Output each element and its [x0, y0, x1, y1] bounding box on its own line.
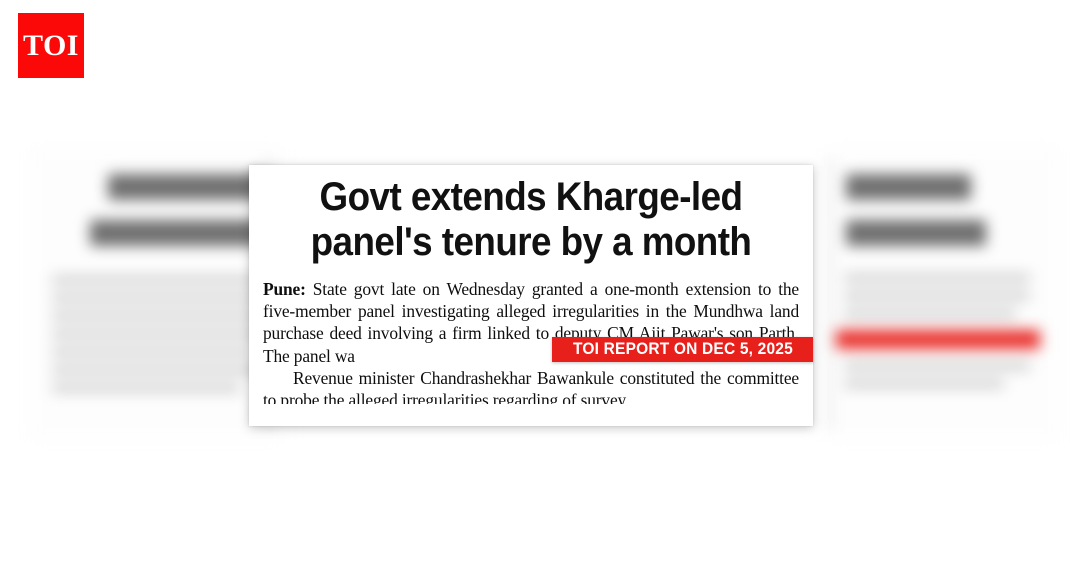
blurred-headline-band: [108, 174, 268, 200]
blurred-headline-band: [90, 220, 268, 246]
blurred-text-line: [52, 276, 264, 284]
report-date-badge-label: TOI REPORT ON DEC 5, 2025: [572, 340, 793, 359]
article-paragraph-2: Revenue minister Chandrashekhar Bawankul…: [263, 367, 799, 411]
article-headline: Govt extends Kharge-led panel's tenure b…: [272, 175, 791, 265]
blurred-text-line: [844, 274, 1030, 282]
blurred-text-line: [52, 366, 264, 374]
blurred-red-badge-band: [836, 330, 1040, 349]
newspaper-clipping: Govt extends Kharge-led panel's tenure b…: [249, 165, 813, 426]
blurred-text-line: [844, 310, 1016, 318]
article-dateline: Pune:: [263, 279, 306, 299]
headline-line-1: Govt extends Kharge-led: [319, 175, 743, 219]
blurred-headline-band: [846, 174, 971, 200]
clipping-content: Govt extends Kharge-led panel's tenure b…: [249, 165, 813, 426]
blurred-text-line: [52, 384, 240, 392]
background-clipping-left: [30, 148, 285, 440]
blurred-text-line: [52, 294, 264, 302]
blurred-text-line: [52, 330, 264, 338]
blurred-text-line: [52, 312, 258, 320]
blurred-text-line: [844, 380, 1004, 388]
blurred-column-rule: [828, 158, 831, 430]
blurred-headline-band: [846, 220, 986, 246]
blurred-text-line: [844, 362, 1030, 370]
background-clipping-right: [828, 148, 1060, 440]
toi-logo-text: TOI: [23, 28, 79, 62]
toi-logo: TOI: [18, 13, 84, 78]
blurred-text-line: [844, 292, 1030, 300]
headline-line-2: panel's tenure by a month: [310, 220, 752, 264]
report-date-badge: TOI REPORT ON DEC 5, 2025: [552, 337, 813, 362]
blurred-text-line: [52, 348, 250, 356]
